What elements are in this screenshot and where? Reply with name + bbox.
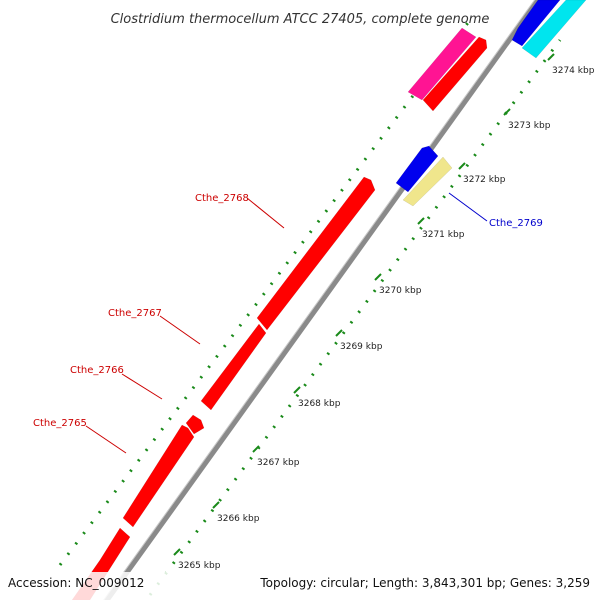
gene-label-cthe-2768[interactable]: Cthe_2768 xyxy=(195,193,249,204)
gene-cthe-2766-arrow[interactable] xyxy=(185,414,205,435)
tick-label: 3268 kbp xyxy=(298,399,341,409)
gene-callout-line xyxy=(159,315,201,345)
gene-magenta-feature[interactable] xyxy=(407,27,477,101)
gene-reverse-top-arrow[interactable] xyxy=(511,0,561,47)
gene-callout-line xyxy=(85,425,127,454)
footer-backdrop xyxy=(0,572,600,600)
dotted-track-right xyxy=(148,39,562,596)
tick-label: 3269 kbp xyxy=(340,342,383,352)
tick-mark xyxy=(374,273,382,281)
tick-mark xyxy=(458,162,466,170)
tick-label: 3267 kbp xyxy=(257,458,300,468)
tick-label: 3273 kbp xyxy=(508,121,551,131)
gene-label-cthe-2766[interactable]: Cthe_2766 xyxy=(70,365,124,376)
genome-backbone xyxy=(104,0,541,600)
genome-backbone-highlight xyxy=(103,0,536,600)
tick-label: 3266 kbp xyxy=(217,514,260,524)
tick-mark xyxy=(503,108,511,116)
tick-mark xyxy=(212,501,220,509)
gene-cthe-2769-khaki[interactable] xyxy=(402,156,453,207)
gene-forward-top-arrow[interactable] xyxy=(422,36,488,112)
tick-label: 3271 kbp xyxy=(422,230,465,240)
gene-callouts: Cthe_2768 Cthe_2767 Cthe_2766 Cthe_2765 Cthe… xyxy=(33,192,543,454)
gene-callout-line xyxy=(246,197,285,229)
gene-callout-line xyxy=(448,192,488,222)
tick-mark xyxy=(252,445,260,453)
tick-label: 3272 kbp xyxy=(463,175,506,185)
feature-track xyxy=(71,0,587,600)
gene-label-cthe-2767[interactable]: Cthe_2767 xyxy=(108,308,162,319)
map-title: Clostridium thermocellum ATCC 27405, com… xyxy=(111,12,490,27)
gene-reverse-small-arrow[interactable] xyxy=(395,145,439,193)
gene-callout-line xyxy=(121,373,163,400)
gene-label-cthe-2769[interactable]: Cthe_2769 xyxy=(489,218,543,229)
tick-label: 3270 kbp xyxy=(379,286,422,296)
tick-mark xyxy=(173,548,181,556)
tick-mark xyxy=(547,53,555,61)
gene-cthe-2768-arrow[interactable] xyxy=(256,176,376,331)
tick-label: 3274 kbp xyxy=(552,66,595,76)
gene-label-cthe-2765[interactable]: Cthe_2765 xyxy=(33,418,87,429)
gene-cyan-feature[interactable] xyxy=(521,0,587,59)
gene-cthe-2765b-arrow[interactable] xyxy=(122,424,195,528)
genome-summary-text: Topology: circular; Length: 3,843,301 bp… xyxy=(259,576,590,590)
gene-cthe-2767-arrow[interactable] xyxy=(200,323,267,411)
tick-label: 3265 kbp xyxy=(178,561,221,571)
tick-mark xyxy=(335,329,343,337)
accession-text: Accession: NC_009012 xyxy=(8,576,144,590)
tick-mark xyxy=(417,217,425,225)
tick-mark xyxy=(293,386,301,394)
scale-ticks: 3265 kbp 3266 kbp 3267 kbp 3268 kbp 3269 kbp… xyxy=(173,53,595,571)
